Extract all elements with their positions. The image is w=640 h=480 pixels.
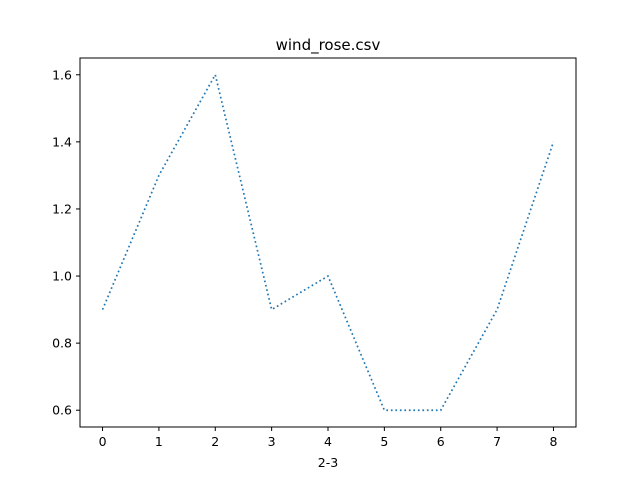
x-tick-label: 6	[437, 434, 445, 449]
x-tick-label: 2	[211, 434, 219, 449]
x-tick-label: 1	[155, 434, 163, 449]
x-tick-label: 8	[549, 434, 557, 449]
x-axis-label: 2-3	[318, 455, 338, 470]
y-tick-label: 1.0	[52, 269, 72, 284]
x-tick-label: 5	[380, 434, 388, 449]
chart-title: wind_rose.csv	[276, 36, 381, 55]
x-tick-label: 7	[493, 434, 501, 449]
x-tick-label: 0	[99, 434, 107, 449]
x-tick-label: 3	[268, 434, 276, 449]
y-tick-label: 0.6	[52, 403, 72, 418]
y-tick-label: 1.2	[52, 201, 72, 216]
plot-frame	[79, 57, 577, 428]
y-tick-label: 1.4	[52, 134, 72, 149]
plot-area: 0 1 2 3 4 5 6 7 8 0.6 0.8 1.0 1.2 1.4 1.6	[52, 57, 577, 449]
y-tick-label: 1.6	[52, 67, 72, 82]
x-tick-label: 4	[324, 434, 332, 449]
y-tick-label: 0.8	[52, 336, 72, 351]
data-line	[101, 72, 555, 412]
